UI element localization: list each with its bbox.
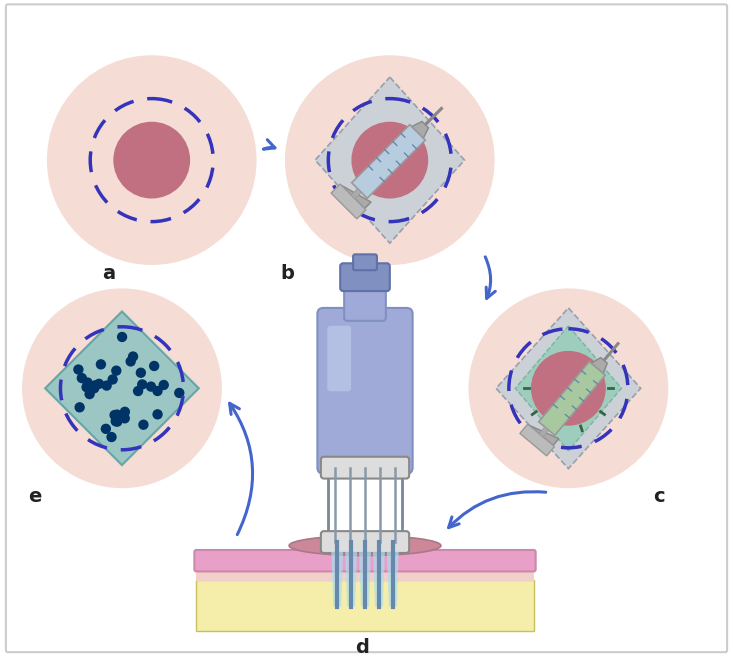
- Circle shape: [82, 383, 91, 391]
- Text: a: a: [102, 264, 115, 283]
- Polygon shape: [539, 362, 605, 436]
- Polygon shape: [373, 552, 385, 606]
- Circle shape: [147, 382, 155, 391]
- Polygon shape: [520, 424, 554, 456]
- Ellipse shape: [289, 536, 441, 556]
- Circle shape: [133, 387, 142, 395]
- Circle shape: [128, 352, 138, 361]
- Text: e: e: [28, 488, 41, 506]
- Circle shape: [97, 360, 106, 369]
- Polygon shape: [342, 185, 371, 208]
- Circle shape: [108, 375, 117, 384]
- Polygon shape: [315, 77, 465, 243]
- FancyBboxPatch shape: [321, 457, 409, 478]
- Circle shape: [120, 414, 129, 423]
- Circle shape: [89, 384, 99, 393]
- Circle shape: [102, 381, 111, 390]
- Circle shape: [107, 432, 116, 442]
- Polygon shape: [496, 308, 641, 469]
- Circle shape: [111, 416, 120, 426]
- Circle shape: [23, 289, 221, 488]
- Polygon shape: [352, 125, 425, 198]
- FancyBboxPatch shape: [194, 550, 536, 571]
- Circle shape: [75, 403, 84, 412]
- Circle shape: [469, 289, 668, 488]
- Circle shape: [120, 407, 129, 416]
- Circle shape: [85, 389, 94, 399]
- Circle shape: [113, 417, 122, 426]
- Circle shape: [139, 420, 148, 429]
- Circle shape: [531, 352, 605, 425]
- Polygon shape: [387, 552, 399, 606]
- Polygon shape: [331, 552, 343, 606]
- Circle shape: [114, 123, 189, 198]
- Circle shape: [101, 424, 111, 433]
- Circle shape: [91, 381, 100, 390]
- FancyBboxPatch shape: [321, 531, 409, 553]
- Circle shape: [175, 388, 184, 397]
- Circle shape: [126, 357, 135, 366]
- Circle shape: [74, 365, 83, 374]
- Circle shape: [113, 410, 122, 419]
- Circle shape: [78, 374, 86, 382]
- Text: c: c: [652, 488, 664, 506]
- Circle shape: [159, 380, 168, 389]
- FancyBboxPatch shape: [353, 254, 377, 270]
- Circle shape: [286, 56, 494, 264]
- FancyBboxPatch shape: [328, 326, 351, 391]
- Circle shape: [112, 366, 121, 375]
- Polygon shape: [539, 427, 549, 437]
- Circle shape: [95, 380, 103, 388]
- Polygon shape: [412, 121, 429, 138]
- Polygon shape: [592, 358, 608, 374]
- Bar: [328, 468, 402, 542]
- Circle shape: [352, 123, 427, 198]
- FancyBboxPatch shape: [340, 264, 390, 291]
- Bar: [196, 569, 534, 581]
- Polygon shape: [529, 425, 559, 445]
- Polygon shape: [345, 552, 357, 606]
- Circle shape: [138, 380, 147, 389]
- Bar: [196, 580, 534, 631]
- Circle shape: [83, 378, 92, 387]
- Polygon shape: [515, 326, 622, 451]
- Text: b: b: [281, 264, 295, 283]
- Circle shape: [136, 368, 145, 377]
- Circle shape: [153, 410, 162, 419]
- Circle shape: [153, 387, 162, 395]
- Polygon shape: [45, 312, 199, 465]
- Polygon shape: [331, 184, 366, 219]
- FancyBboxPatch shape: [345, 283, 386, 321]
- FancyBboxPatch shape: [317, 308, 413, 474]
- Polygon shape: [351, 188, 361, 199]
- Circle shape: [117, 333, 127, 341]
- Polygon shape: [359, 552, 371, 606]
- Circle shape: [150, 362, 158, 370]
- Circle shape: [110, 411, 119, 420]
- Text: d: d: [355, 638, 369, 657]
- Circle shape: [48, 56, 256, 264]
